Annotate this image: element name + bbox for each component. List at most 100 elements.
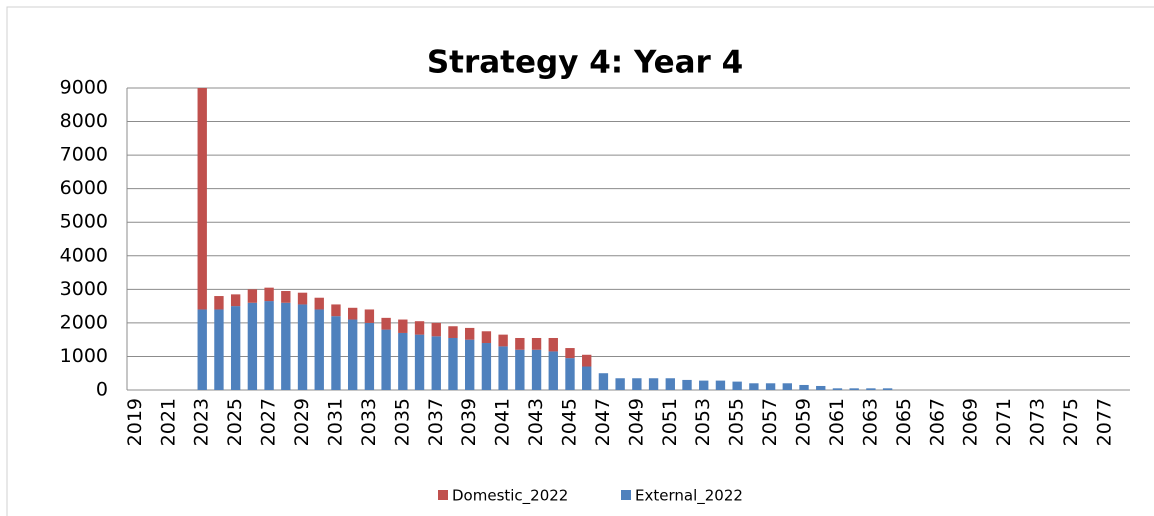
bar-segment [699, 380, 709, 390]
bar-segment [715, 380, 726, 390]
x-tick-label: 2067 [926, 398, 948, 446]
bar-segment [398, 332, 408, 390]
y-tick-label: 1000 [60, 345, 108, 367]
x-tick-label: 2069 [960, 398, 982, 446]
bar-segment [866, 388, 876, 390]
x-tick-label: 2045 [558, 398, 580, 446]
x-tick-label: 2029 [291, 398, 313, 446]
x-tick-label: 2075 [1060, 398, 1082, 446]
bar-segment [481, 343, 492, 390]
x-tick-label: 2023 [191, 398, 213, 446]
x-tick-label: 2077 [1093, 398, 1115, 446]
legend-label: External_2022 [635, 487, 743, 506]
bar-segment [498, 346, 508, 390]
bar-segment [247, 289, 258, 303]
y-tick-label: 5000 [60, 211, 108, 233]
bar-segment [214, 296, 224, 310]
bar-segment [799, 384, 809, 390]
bar-segment [498, 334, 508, 347]
x-tick-label: 2073 [1027, 398, 1049, 446]
bar-segment [849, 388, 859, 390]
bar-segment [648, 378, 659, 390]
bar-segment [314, 297, 324, 310]
bar-segment [331, 316, 341, 390]
bar-segment [782, 383, 792, 390]
y-tick-label: 4000 [60, 244, 108, 266]
bar-segment [749, 383, 759, 390]
y-tick-label: 6000 [60, 177, 108, 199]
bar-segment [247, 302, 258, 390]
bar-segment [281, 291, 291, 303]
bar-segment [832, 388, 843, 390]
x-tick-label: 2035 [391, 398, 413, 446]
bar-segment [548, 337, 558, 352]
bar-segment [431, 336, 441, 390]
bar-segment [531, 337, 542, 350]
x-tick-label: 2055 [726, 398, 748, 446]
bar-segment [281, 302, 291, 390]
bar-segment [381, 317, 391, 330]
x-tick-label: 2031 [324, 398, 346, 446]
bar-segment [230, 306, 241, 390]
x-tick-label: 2021 [157, 398, 179, 446]
y-tick-label: 8000 [60, 110, 108, 132]
bar-segment [347, 319, 358, 390]
y-tick-label: 0 [96, 379, 108, 401]
bar-segment [565, 358, 575, 390]
bar-segment [565, 348, 575, 359]
bar-segment [548, 351, 558, 390]
bar-segment [297, 292, 308, 305]
bar-segment [531, 349, 542, 390]
bar-segment [314, 309, 324, 390]
chart-title: Strategy 4: Year 4 [427, 45, 743, 81]
y-tick-label: 2000 [60, 311, 108, 333]
bar-segment [414, 321, 425, 335]
x-tick-label: 2019 [124, 398, 146, 446]
bar-segment [364, 322, 375, 390]
x-tick-label: 2051 [659, 398, 681, 446]
x-tick-label: 2037 [425, 398, 447, 446]
bar-segment [398, 319, 408, 333]
x-tick-label: 2033 [358, 398, 380, 446]
x-tick-label: 2059 [793, 398, 815, 446]
x-tick-label: 2039 [458, 398, 480, 446]
bar-segment [682, 379, 692, 390]
x-tick-label: 2041 [492, 398, 514, 446]
bar-segment [297, 304, 308, 390]
y-tick-label: 3000 [60, 278, 108, 300]
legend-swatch [438, 490, 448, 500]
bar-segment [414, 334, 425, 390]
bar-segment [448, 337, 458, 390]
bar-segment [197, 309, 207, 390]
x-tick-label: 2071 [993, 398, 1015, 446]
bar-segment [481, 331, 492, 344]
bar-segment [615, 378, 625, 390]
bar-segment [515, 349, 525, 390]
y-tick-label: 7000 [60, 144, 108, 166]
x-tick-label: 2065 [893, 398, 915, 446]
bar-segment [665, 378, 675, 390]
bar-segment [732, 381, 742, 390]
bar-segment [882, 388, 893, 390]
bar-segment [582, 366, 592, 390]
bar-segment [465, 339, 475, 390]
bar-segment [816, 385, 826, 390]
legend-swatch [621, 490, 631, 500]
bar-segment [448, 326, 458, 338]
x-tick-label: 2025 [224, 398, 246, 446]
bar-segment [331, 304, 341, 317]
bar-segment [431, 322, 441, 337]
legend-label: Domestic_2022 [452, 487, 568, 506]
y-tick-label: 9000 [60, 77, 108, 99]
x-tick-label: 2061 [826, 398, 848, 446]
bar-segment [632, 378, 642, 390]
bar-segment [364, 309, 375, 323]
bar-segment [381, 329, 391, 390]
x-tick-label: 2053 [692, 398, 714, 446]
bar-segment [765, 383, 776, 390]
bar-segment [465, 327, 475, 340]
bar-segment [264, 301, 274, 390]
x-tick-label: 2049 [625, 398, 647, 446]
bar-segment [582, 354, 592, 367]
